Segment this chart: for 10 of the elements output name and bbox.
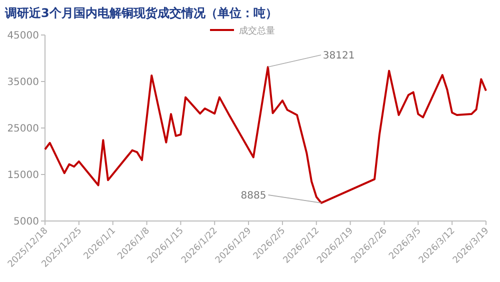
legend-label: 成交总量 [239,26,275,36]
annotation: 38121 [322,50,355,62]
y-tick-label: 25000 [7,124,39,134]
y-tick-label: 15000 [7,170,39,181]
annotation: 8885 [240,190,266,202]
line-series [44,66,487,204]
y-tick-label: 5000 [14,216,39,228]
y-tick-label: 45000 [7,30,39,42]
y-tick-label: 35000 [7,77,39,88]
chart-title: 调研近3个月国内电解铜现货成交情况（单位：吨） [4,6,278,20]
